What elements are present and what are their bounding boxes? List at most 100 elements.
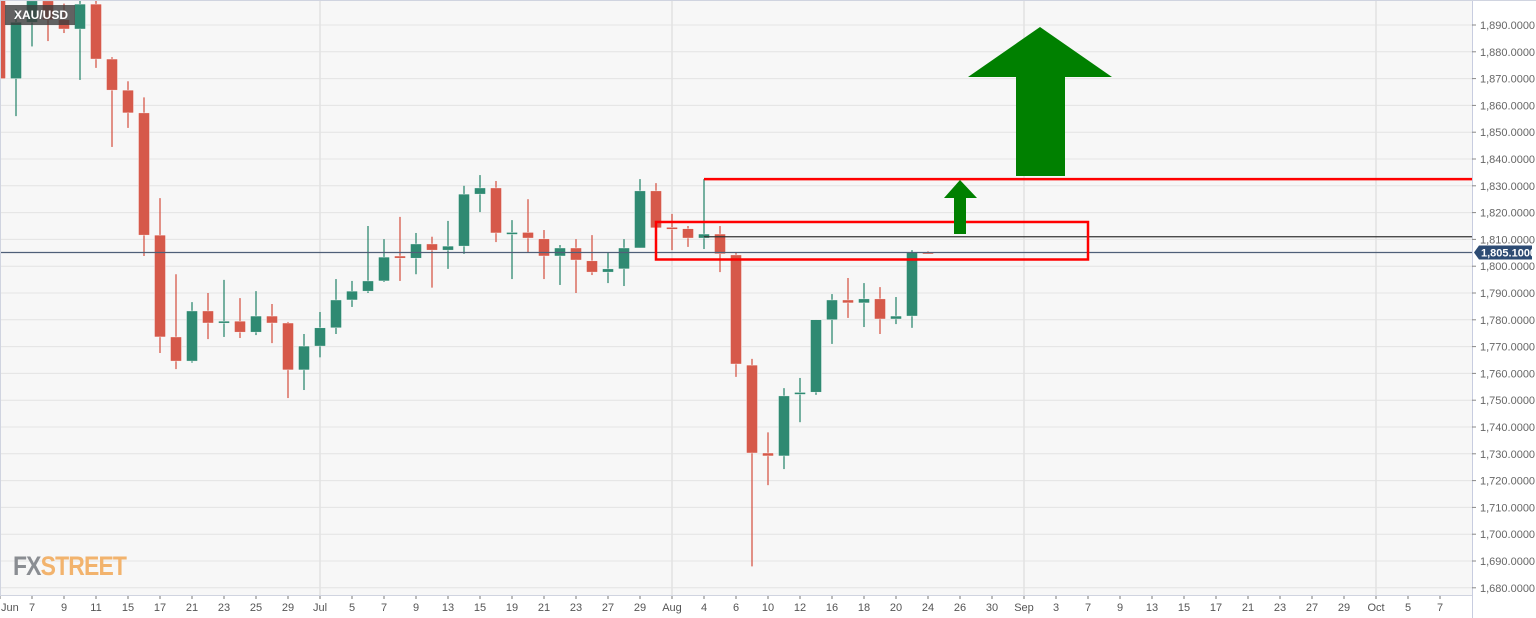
candle-jun-24[interactable] (234, 298, 246, 339)
candle-body (378, 256, 390, 282)
x-tick-label: 18 (858, 602, 870, 614)
candle-jul-8[interactable] (394, 216, 406, 281)
x-tick-label: 11 (90, 602, 101, 614)
candle-body (874, 298, 886, 320)
candle-jul-21[interactable] (538, 230, 550, 280)
x-tick-label: 5 (349, 602, 355, 614)
plot-area (0, 0, 1472, 595)
small-up-arrow-icon[interactable] (944, 180, 977, 234)
candle-aug-4[interactable] (698, 179, 710, 250)
candle-jul-12[interactable] (426, 236, 438, 288)
candle-body (122, 89, 134, 114)
candle-aug-20[interactable] (890, 297, 902, 325)
candle-aug-2[interactable] (666, 213, 678, 251)
candle-aug-13[interactable] (810, 319, 822, 395)
candle-body (858, 298, 870, 304)
x-tick-label: Aug (662, 602, 682, 614)
candle-jun-28[interactable] (266, 303, 278, 344)
candle-jul-1[interactable] (314, 312, 326, 358)
candle-body (330, 299, 342, 329)
candle-jun-16[interactable] (138, 97, 150, 257)
y-tick-label: 1,710.0000 (1480, 502, 1535, 514)
y-tick-label: 1,690.0000 (1480, 556, 1535, 568)
candle-jul-9[interactable] (410, 232, 422, 275)
candle-aug-5[interactable] (714, 226, 726, 273)
candle-jul-6[interactable] (362, 226, 374, 293)
candle-jun-17[interactable] (154, 198, 166, 354)
candle-jun-22[interactable] (202, 293, 214, 340)
candle-body (106, 58, 118, 91)
candle-jul-23[interactable] (570, 239, 582, 293)
x-tick-label: 9 (1117, 602, 1123, 614)
y-tick-label: 1,820.0000 (1480, 208, 1535, 220)
x-tick-label: 15 (122, 602, 134, 614)
x-tick-label: 21 (186, 602, 198, 614)
candle-body (826, 299, 838, 320)
candle-body (234, 320, 246, 333)
y-tick-label: 1,720.0000 (1480, 476, 1535, 488)
candle-jul-29[interactable] (634, 179, 646, 249)
candle-jun-14[interactable] (106, 57, 118, 147)
candle-jul-14[interactable] (458, 185, 470, 254)
candle-jul-26[interactable] (586, 235, 598, 276)
logo-fx: FX (13, 551, 41, 581)
candle-jul-19[interactable] (506, 220, 518, 280)
candle-jun-3[interactable] (0, 0, 6, 92)
candle-body (10, 22, 22, 79)
y-tick-label: 1,790.0000 (1480, 288, 1535, 300)
candle-jul-5[interactable] (346, 280, 358, 307)
y-tick-label: 1,860.0000 (1480, 100, 1535, 112)
x-tick-label: Sep (1014, 602, 1034, 614)
candle-body (890, 315, 902, 320)
candle-aug-18[interactable] (858, 283, 870, 328)
candle-jul-15[interactable] (474, 175, 486, 213)
x-tick-label: 19 (506, 602, 518, 614)
candle-jun-11[interactable] (90, 0, 102, 68)
candle-jun-18[interactable] (170, 274, 182, 370)
candle-jul-20[interactable] (522, 199, 534, 253)
candle-aug-11[interactable] (778, 388, 790, 470)
candle-aug-19[interactable] (874, 287, 886, 335)
candle-body (682, 228, 694, 239)
candle-aug-10[interactable] (762, 432, 774, 486)
x-tick-label: 30 (986, 602, 998, 614)
candle-body (90, 3, 102, 60)
candle-jun-29[interactable] (282, 321, 294, 399)
candle-jul-27[interactable] (602, 251, 614, 284)
candle-jul-7[interactable] (378, 239, 390, 283)
candle-jul-13[interactable] (442, 220, 454, 269)
candle-jul-2[interactable] (330, 279, 342, 335)
candle-aug-12[interactable] (794, 377, 806, 423)
candle-jun-25[interactable] (250, 291, 262, 336)
candle-body (186, 310, 198, 362)
candle-jul-16[interactable] (490, 180, 502, 243)
x-tick-label: 9 (61, 602, 67, 614)
candle-jun-30[interactable] (298, 334, 310, 391)
y-tick-label: 1,750.0000 (1480, 395, 1535, 407)
candle-aug-3[interactable] (682, 226, 694, 247)
candle-jul-28[interactable] (618, 239, 630, 287)
candle-aug-6[interactable] (730, 251, 742, 377)
candle-jun-15[interactable] (122, 81, 134, 128)
large-up-arrow-icon[interactable] (968, 27, 1112, 176)
zone-rectangle[interactable] (654, 220, 1090, 261)
candle-body (218, 320, 230, 324)
x-tick-label: Oct (1367, 602, 1384, 614)
candle-body (314, 327, 326, 347)
candle-jun-23[interactable] (218, 279, 230, 337)
x-tick-label: 21 (538, 602, 550, 614)
logo-street: STREET (40, 551, 127, 581)
candle-jun-21[interactable] (186, 302, 198, 363)
candle-body (666, 227, 678, 230)
y-tick-label: 1,890.0000 (1480, 20, 1535, 32)
candle-body (842, 299, 854, 304)
candle-aug-9[interactable] (746, 358, 758, 567)
candle-aug-23[interactable] (906, 250, 918, 328)
candle-aug-16[interactable] (826, 294, 838, 344)
y-tick-label: 1,760.0000 (1480, 368, 1535, 380)
x-tick-label: Jun (1, 602, 19, 614)
candle-aug-17[interactable] (842, 277, 854, 318)
x-tick-label: 20 (890, 602, 902, 614)
x-tick-label: 10 (762, 602, 774, 614)
